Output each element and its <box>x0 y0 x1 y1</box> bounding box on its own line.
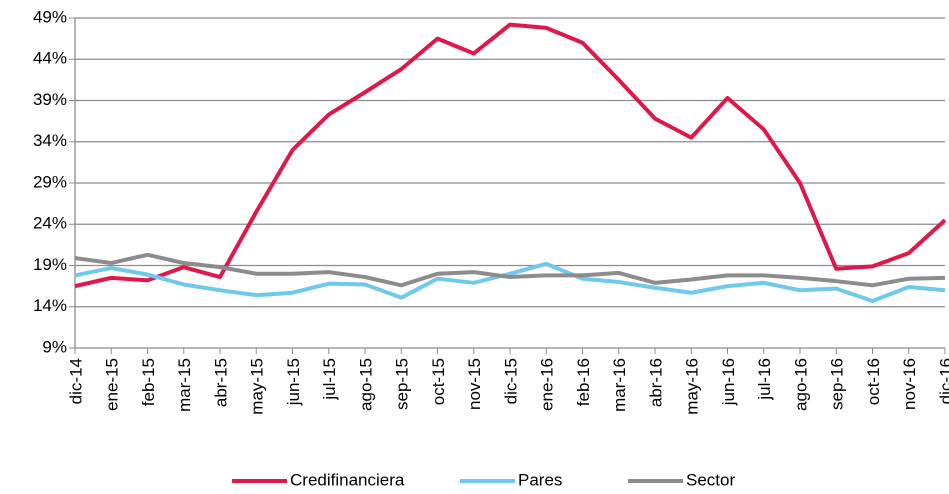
y-tick-label: 14% <box>33 296 67 315</box>
x-tick-label: sep-15 <box>393 358 412 410</box>
legend-label: Pares <box>518 470 562 489</box>
x-tick-label: dic-14 <box>66 358 85 404</box>
x-tick-label: ago-16 <box>791 358 810 411</box>
y-tick-label: 34% <box>33 131 67 150</box>
y-tick-label: 9% <box>42 337 67 356</box>
series-line <box>74 252 946 288</box>
x-tick-label: feb-16 <box>574 358 593 406</box>
x-tick-label: jun-15 <box>284 358 303 406</box>
y-tick-label: 24% <box>33 214 67 233</box>
x-tick-label: abr-15 <box>211 358 230 407</box>
x-tick-label: nov-16 <box>900 358 919 410</box>
legend-label: Sector <box>686 470 735 489</box>
y-tick-label: 19% <box>33 255 67 274</box>
x-tick-label: dic-16 <box>936 358 949 404</box>
x-tick-label: jul-16 <box>755 358 774 401</box>
x-tick-label: oct-16 <box>864 358 883 405</box>
x-tick-label: ago-15 <box>356 358 375 411</box>
x-tick-label: may-16 <box>683 358 702 415</box>
series-line <box>74 22 947 289</box>
x-tick-label: ene-15 <box>103 358 122 411</box>
series-line <box>74 261 946 303</box>
x-tick-label: oct-15 <box>429 358 448 405</box>
y-tick-label: 29% <box>33 172 67 191</box>
y-tick-label: 44% <box>33 49 67 68</box>
x-tick-label: mar-16 <box>610 358 629 412</box>
x-tick-label: jul-15 <box>320 358 339 401</box>
x-tick-label: mar-15 <box>175 358 194 412</box>
x-tick-label: dic-15 <box>501 358 520 404</box>
x-tick-label: sep-16 <box>828 358 847 410</box>
y-tick-label: 49% <box>33 7 67 26</box>
x-tick-label: nov-15 <box>465 358 484 410</box>
x-tick-label: may-15 <box>248 358 267 415</box>
legend-label: Credifinanciera <box>290 470 405 489</box>
x-tick-label: ene-16 <box>538 358 557 411</box>
x-tick-label: feb-15 <box>139 358 158 406</box>
x-tick-label: abr-16 <box>646 358 665 407</box>
x-tick-label: jun-16 <box>719 358 738 406</box>
y-tick-label: 39% <box>33 90 67 109</box>
